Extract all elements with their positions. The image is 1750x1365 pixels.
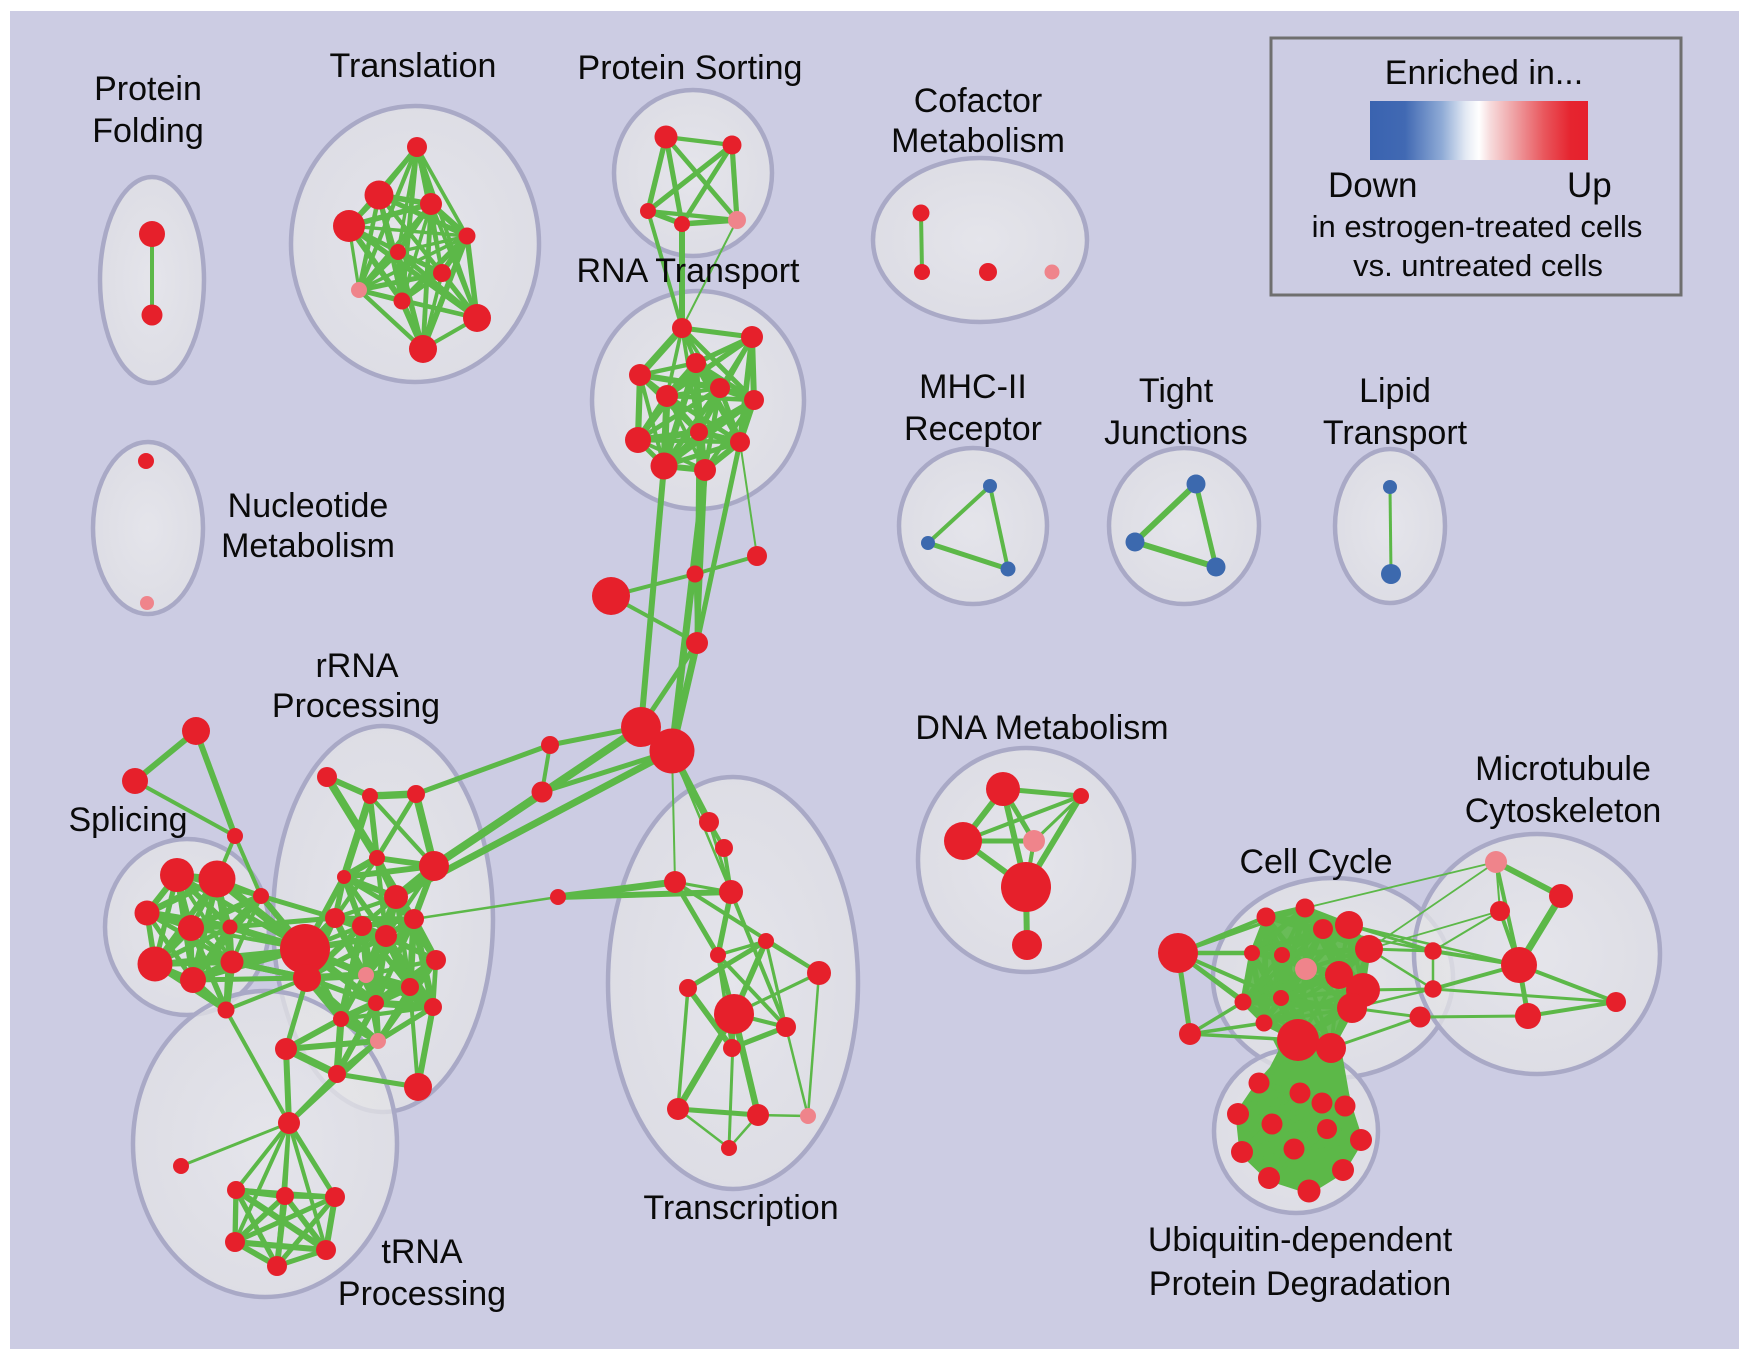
svg-text:Lipid: Lipid [1359, 372, 1431, 410]
svg-text:vs. untreated cells: vs. untreated cells [1353, 248, 1603, 283]
svg-text:Enriched in...: Enriched in... [1385, 54, 1583, 92]
svg-text:rRNA: rRNA [315, 647, 398, 685]
svg-text:Processing: Processing [272, 687, 440, 725]
svg-text:RNA Transport: RNA Transport [577, 252, 801, 290]
svg-text:Processing: Processing [338, 1275, 506, 1313]
svg-text:Protein Degradation: Protein Degradation [1149, 1265, 1451, 1303]
svg-text:Protein Sorting: Protein Sorting [578, 49, 803, 87]
svg-text:Up: Up [1567, 166, 1612, 205]
svg-text:Protein: Protein [94, 70, 202, 108]
svg-text:MHC-II: MHC-II [919, 368, 1027, 406]
svg-text:Down: Down [1328, 166, 1417, 205]
svg-text:DNA Metabolism: DNA Metabolism [915, 709, 1168, 747]
svg-text:Translation: Translation [330, 47, 497, 85]
svg-text:Transcription: Transcription [643, 1189, 838, 1227]
svg-text:Transport: Transport [1323, 414, 1468, 452]
svg-text:Splicing: Splicing [68, 801, 187, 839]
svg-text:Nucleotide: Nucleotide [228, 487, 389, 525]
svg-text:Metabolism: Metabolism [891, 122, 1065, 160]
svg-text:Folding: Folding [92, 112, 204, 150]
svg-text:in estrogen-treated cells: in estrogen-treated cells [1312, 209, 1643, 244]
svg-text:Cofactor: Cofactor [914, 82, 1043, 120]
svg-text:Ubiquitin-dependent: Ubiquitin-dependent [1148, 1221, 1453, 1259]
svg-text:tRNA: tRNA [381, 1233, 463, 1271]
svg-text:Junctions: Junctions [1104, 414, 1248, 452]
svg-text:Receptor: Receptor [904, 410, 1042, 448]
svg-text:Tight: Tight [1139, 372, 1214, 410]
svg-text:Metabolism: Metabolism [221, 527, 395, 565]
svg-text:Microtubule: Microtubule [1475, 750, 1651, 788]
svg-text:Cell Cycle: Cell Cycle [1239, 843, 1392, 881]
svg-text:Cytoskeleton: Cytoskeleton [1465, 792, 1662, 830]
